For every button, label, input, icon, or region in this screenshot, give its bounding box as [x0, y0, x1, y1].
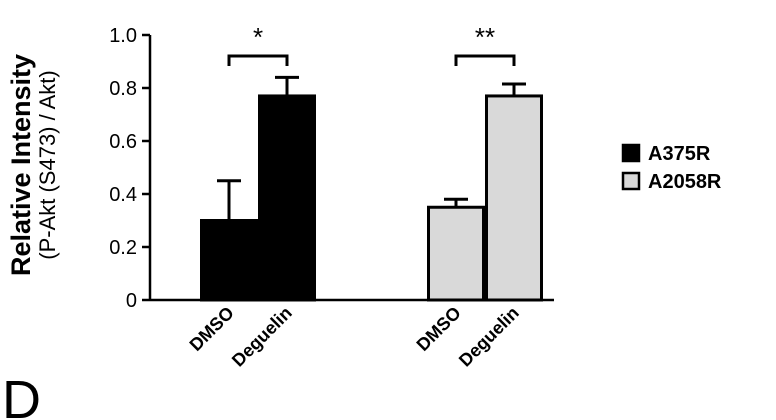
- bar: [427, 205, 485, 302]
- y-tick-label: 0.8: [109, 78, 137, 100]
- legend-label: A2058R: [648, 171, 722, 193]
- significance-bracket: [227, 54, 289, 66]
- panel-label: D: [2, 370, 41, 420]
- x-tick-label: DMSO: [186, 303, 238, 355]
- significance-label: **: [475, 22, 495, 52]
- significance-bracket: [454, 54, 516, 66]
- x-tick-label: Deguelin: [228, 303, 296, 371]
- y-axis-label: Relative Intensity: [6, 54, 36, 276]
- y-tick-label: 0: [126, 290, 137, 312]
- y-tick-label: 0.4: [109, 184, 137, 206]
- x-tick-label: Deguelin: [455, 303, 523, 371]
- y-tick-label: 1.0: [109, 25, 137, 47]
- legend-swatch: [621, 143, 641, 163]
- bar: [200, 219, 258, 302]
- y-tick-label: 0.6: [109, 131, 137, 153]
- y-tick-label: 0.2: [109, 237, 137, 259]
- significance-label: *: [253, 22, 263, 52]
- bar: [258, 94, 316, 302]
- x-tick-label: DMSO: [413, 303, 465, 355]
- legend-label: A375R: [648, 143, 711, 165]
- legend-swatch: [621, 171, 641, 191]
- bar: [485, 94, 543, 302]
- y-axis-sublabel: (P-Akt (S473) / Akt): [35, 70, 60, 260]
